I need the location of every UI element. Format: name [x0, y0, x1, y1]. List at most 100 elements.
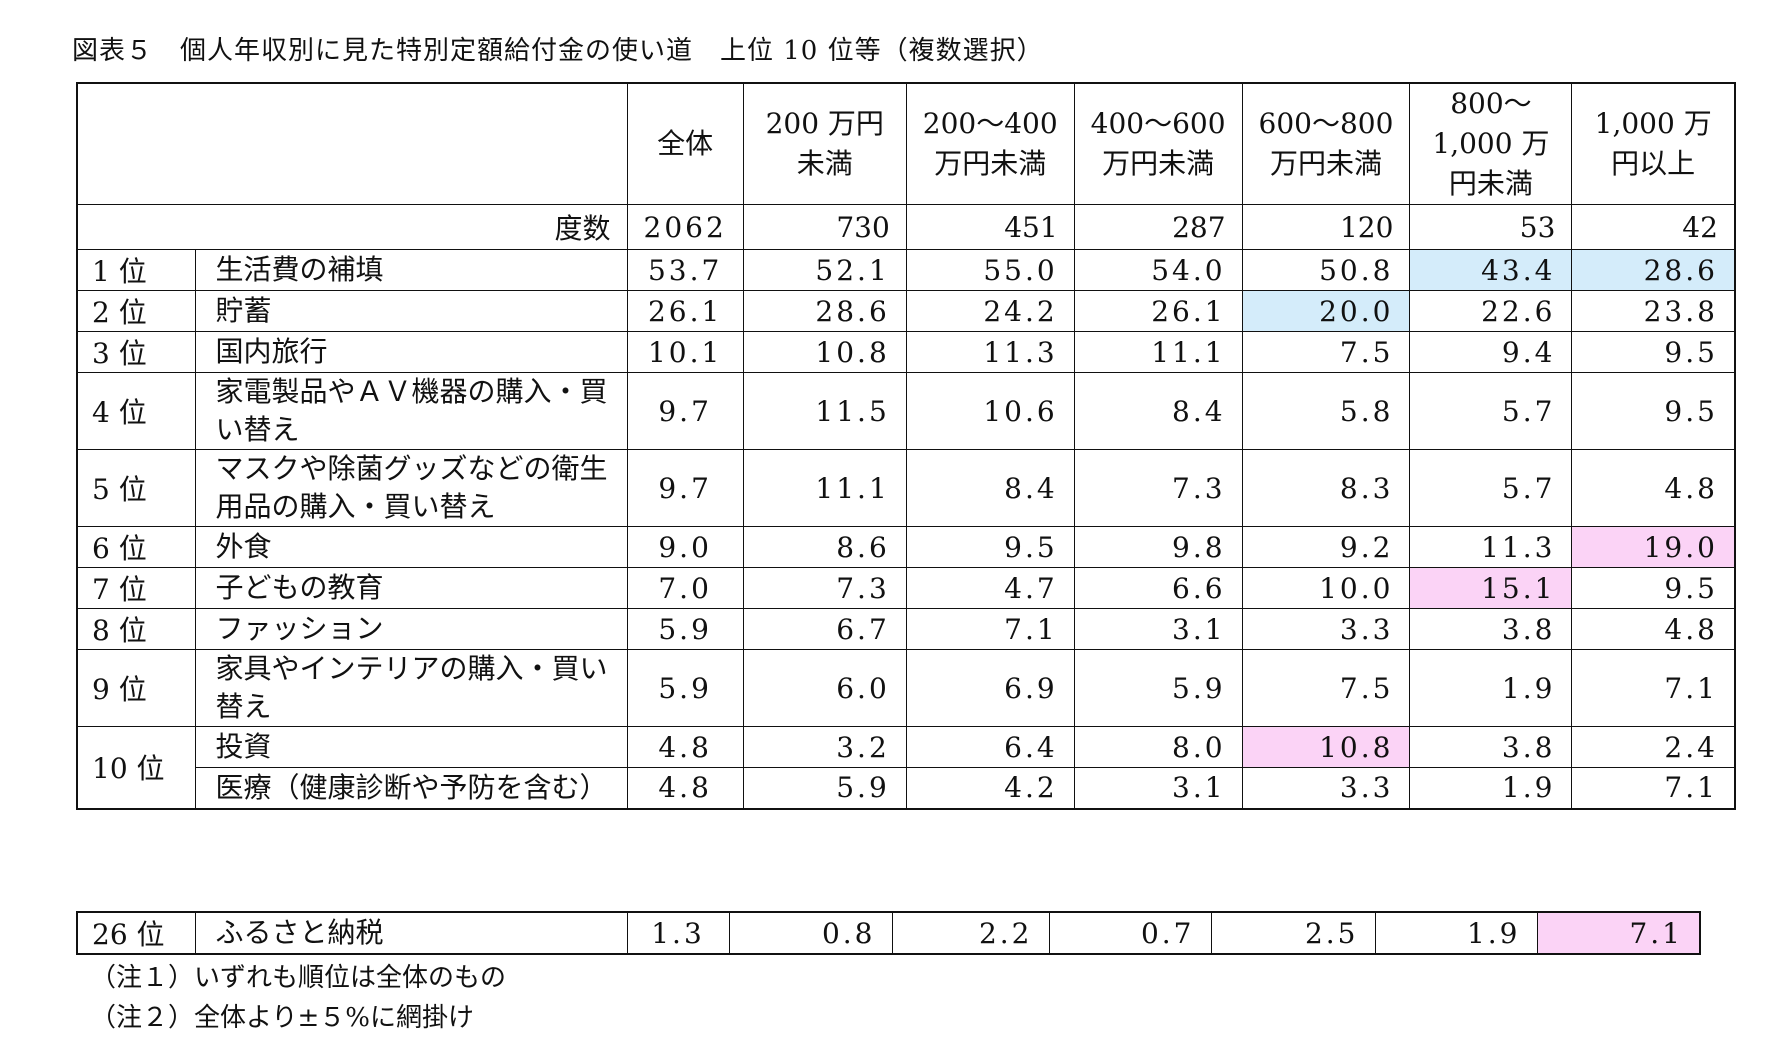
value-cell: 9.2 — [1241, 526, 1411, 568]
rank-cell: 26 位 — [76, 911, 196, 955]
value-cell: 3.1 — [1073, 767, 1243, 809]
header-col-5: 800～ 1,000 万円未満 — [1409, 82, 1573, 205]
count-cell: 287 — [1073, 204, 1243, 250]
table-row: 10 位投資 4.8 3.2 6.4 8.0 10.8 3.8 2.4 — [76, 726, 1736, 809]
table-row: 7 位子どもの教育 7.0 7.3 4.7 6.6 10.0 15.1 9.5 — [76, 567, 1736, 609]
value-cell: 9.0 — [626, 526, 744, 568]
count-cell: 451 — [905, 204, 1075, 250]
header-col-6: 1,000 万円以上 — [1571, 82, 1736, 205]
count-row: 度数 2062 730 451 287 120 53 42 — [76, 204, 1736, 250]
value-cell: 5.9 — [742, 767, 907, 809]
extra-table: 26 位ふるさと納税 1.3 0.8 2.2 0.7 2.5 1.9 7.1 — [76, 911, 1701, 955]
value-cell: 23.8 — [1571, 290, 1736, 332]
value-cell: 3.8 — [1409, 726, 1573, 768]
table-row: 26 位ふるさと納税 1.3 0.8 2.2 0.7 2.5 1.9 7.1 — [76, 911, 1701, 955]
value-cell: 3.2 — [742, 726, 907, 768]
table-row: 6 位外食 9.0 8.6 9.5 9.8 9.2 11.3 19.0 — [76, 526, 1736, 568]
item-cell: 投資 — [194, 726, 628, 768]
item-cell: 国内旅行 — [194, 331, 628, 373]
value-cell: 5.7 — [1409, 449, 1573, 527]
note-1: （注１）いずれも順位は全体のもの — [90, 963, 507, 993]
value-cell: 4.8 — [1571, 449, 1736, 527]
item-cell: 貯蓄 — [194, 290, 628, 332]
count-cell: 53 — [1409, 204, 1573, 250]
value-cell: 55.0 — [905, 249, 1075, 291]
value-cell: 4.8 — [1571, 608, 1736, 650]
usage-table: 全体 200 万円 未満 200～400 万円未満 400～600 万円未満 600～… — [76, 82, 1736, 810]
table-row: 9 位家具やインテリアの購入・買い替え 5.9 6.0 6.9 5.9 7.5 1.9 7.1 — [76, 649, 1736, 727]
value-cell: 9.5 — [1571, 331, 1736, 373]
value-cell: 6.6 — [1073, 567, 1243, 609]
rank-cell: 2 位 — [76, 290, 196, 332]
value-cell: 8.6 — [742, 526, 907, 568]
rank-cell: 8 位 — [76, 608, 196, 650]
value-cell: 10.6 — [905, 372, 1075, 450]
value-cell: 1.9 — [1374, 911, 1538, 955]
value-cell: 10.8 — [1241, 726, 1411, 768]
table-row: 3 位国内旅行 10.1 10.8 11.3 11.1 7.5 9.4 9.5 — [76, 331, 1736, 373]
table-title: 図表５ 個人年収別に見た特別定額給付金の使い道 上位 10 位等（複数選択） — [72, 36, 1044, 66]
value-cell: 9.7 — [626, 372, 744, 450]
item-cell: 外食 — [194, 526, 628, 568]
value-cell: 5.8 — [1241, 372, 1411, 450]
item-cell: 医療（健康診断や予防を含む） — [194, 767, 628, 809]
value-cell: 9.7 — [626, 449, 744, 527]
value-cell: 2.4 — [1571, 726, 1736, 768]
item-cell: 生活費の補填 — [194, 249, 628, 291]
rank-cell: 6 位 — [76, 526, 196, 568]
value-cell: 15.1 — [1409, 567, 1573, 609]
value-cell: 7.0 — [626, 567, 744, 609]
value-cell: 20.0 — [1241, 290, 1411, 332]
value-cell: 28.6 — [742, 290, 907, 332]
item-cell: 子どもの教育 — [194, 567, 628, 609]
header-col-1: 200 万円 未満 — [742, 82, 907, 205]
value-cell: 8.3 — [1241, 449, 1411, 527]
value-cell: 8.4 — [905, 449, 1075, 527]
count-cell: 730 — [742, 204, 907, 250]
value-cell: 10.1 — [626, 331, 744, 373]
value-cell: 6.4 — [905, 726, 1075, 768]
value-cell: 9.5 — [905, 526, 1075, 568]
value-cell: 26.1 — [1073, 290, 1243, 332]
value-cell: 9.4 — [1409, 331, 1573, 373]
value-cell: 11.3 — [905, 331, 1075, 373]
value-cell: 4.8 — [626, 726, 744, 768]
value-cell: 50.8 — [1241, 249, 1411, 291]
value-cell: 9.8 — [1073, 526, 1243, 568]
value-cell: 6.0 — [742, 649, 907, 727]
value-cell: 6.7 — [742, 608, 907, 650]
notes: （注１）いずれも順位は全体のもの （注２）全体より±５%に網掛け — [90, 958, 506, 1038]
table-row: 1 位生活費の補填 53.7 52.1 55.0 54.0 50.8 43.4 28.6 — [76, 249, 1736, 291]
value-cell: 10.0 — [1241, 567, 1411, 609]
value-cell: 5.9 — [626, 649, 744, 727]
value-cell: 5.7 — [1409, 372, 1573, 450]
value-cell: 1.9 — [1409, 649, 1573, 727]
value-cell: 11.1 — [1073, 331, 1243, 373]
value-cell: 7.5 — [1241, 649, 1411, 727]
value-cell: 11.5 — [742, 372, 907, 450]
value-cell: 22.6 — [1409, 290, 1573, 332]
value-cell: 1.3 — [626, 911, 730, 955]
value-cell: 7.3 — [742, 567, 907, 609]
value-cell: 7.1 — [905, 608, 1075, 650]
table-row: 5 位マスクや除菌グッズなどの衛生用品の購入・買い替え 9.7 11.1 8.4 7.3… — [76, 449, 1736, 527]
value-cell: 26.1 — [626, 290, 744, 332]
rank-cell: 4 位 — [76, 372, 196, 450]
rank-cell: 1 位 — [76, 249, 196, 291]
value-cell: 11.1 — [742, 449, 907, 527]
value-cell: 1.9 — [1409, 767, 1573, 809]
value-cell: 19.0 — [1571, 526, 1736, 568]
value-cell: 3.1 — [1073, 608, 1243, 650]
value-cell: 7.1 — [1536, 911, 1701, 955]
value-cell: 43.4 — [1409, 249, 1573, 291]
value-cell: 7.5 — [1241, 331, 1411, 373]
value-cell: 0.7 — [1048, 911, 1212, 955]
value-cell: 10.8 — [742, 331, 907, 373]
header-col-3: 400～600 万円未満 — [1073, 82, 1243, 205]
value-cell: 9.5 — [1571, 567, 1736, 609]
table-row: 4 位家電製品やＡＶ機器の購入・買い替え 9.7 11.5 10.6 8.4 5.8 5.7… — [76, 372, 1736, 450]
value-cell: 11.3 — [1409, 526, 1573, 568]
header-blank — [76, 82, 628, 205]
item-cell: ファッション — [194, 608, 628, 650]
rank-cell: 5 位 — [76, 449, 196, 527]
